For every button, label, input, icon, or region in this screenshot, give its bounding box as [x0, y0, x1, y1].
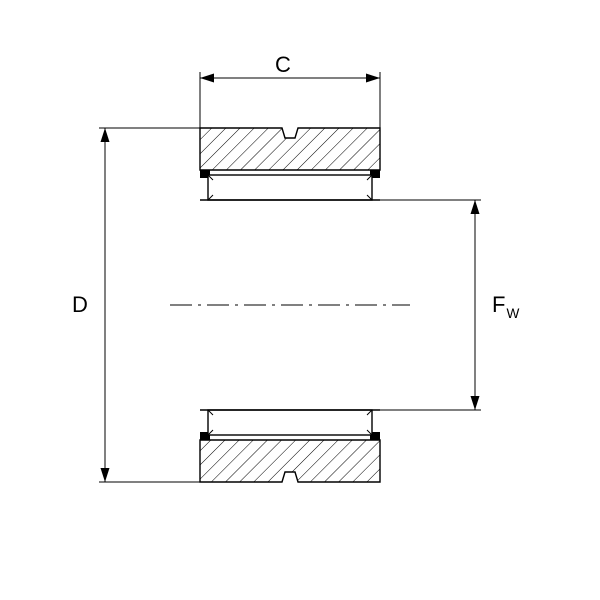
- dimension-label-d: D: [72, 292, 88, 317]
- bearing-cross-section-diagram: C D FW: [0, 0, 600, 600]
- dimension-label-c: C: [275, 52, 291, 77]
- dimension-label-fw: FW: [492, 292, 519, 321]
